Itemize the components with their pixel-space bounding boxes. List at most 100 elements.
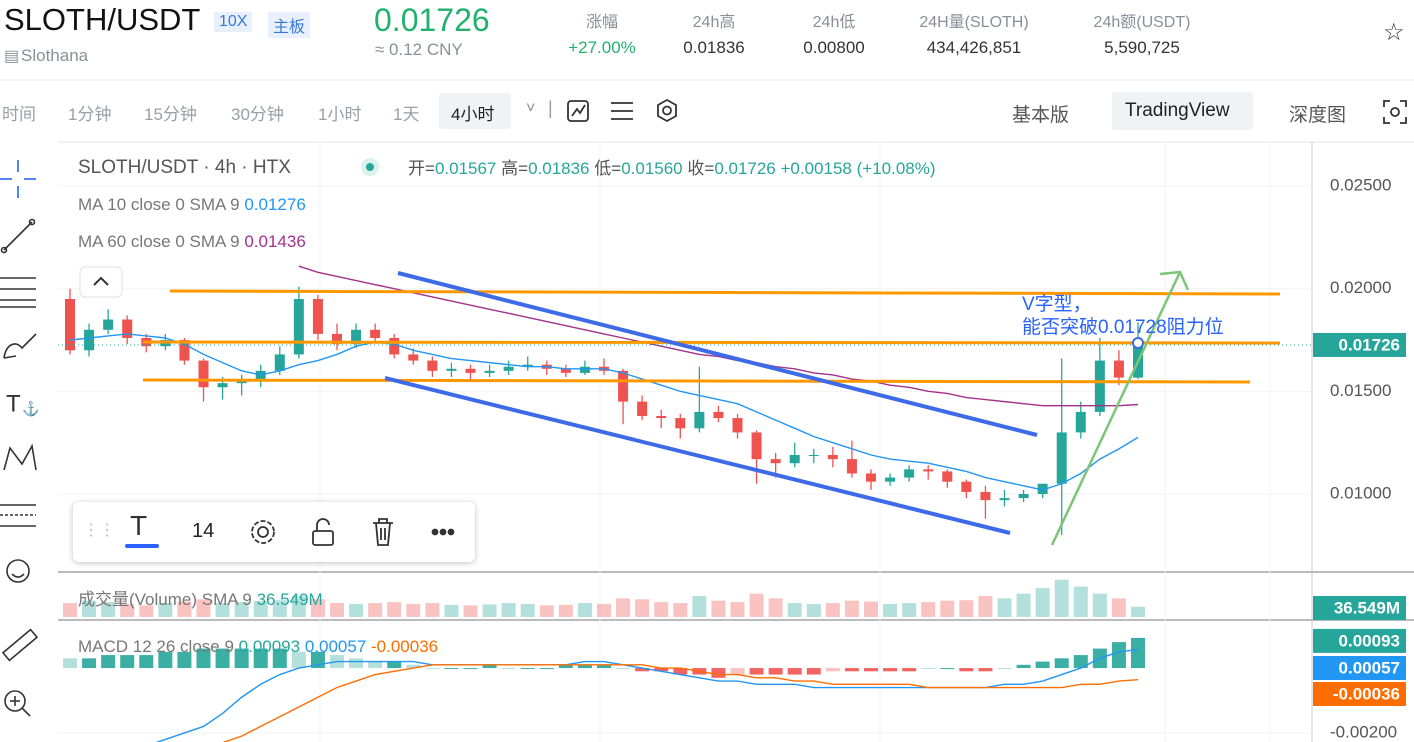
macd-bar: [825, 668, 840, 672]
view-tab[interactable]: 深度图: [1289, 105, 1347, 126]
macd-bar: [768, 668, 783, 675]
volume-bar: [330, 603, 344, 617]
interval[interactable]: 15分钟: [144, 105, 197, 124]
volume-bar: [558, 604, 573, 617]
ohlc-value: 0.01726: [714, 159, 775, 178]
interval[interactable]: 4小时: [451, 105, 495, 124]
volume-bar: [1016, 593, 1031, 617]
text-color-button[interactable]: T: [130, 510, 148, 541]
view-tab[interactable]: TradingView: [1125, 100, 1230, 121]
macd-bar: [730, 668, 745, 675]
candle-body: [427, 360, 438, 371]
settings-icon[interactable]: [657, 98, 677, 123]
macd-bar: [616, 668, 631, 670]
interval-dropdown[interactable]: ˅: [526, 100, 536, 117]
collapse-button[interactable]: [79, 266, 123, 298]
macd-hist-value: 0.00093: [239, 637, 300, 656]
chart-type-icon[interactable]: [567, 100, 589, 122]
support-line[interactable]: [142, 378, 1251, 384]
trend-arrow[interactable]: [1050, 270, 1190, 546]
delete-button[interactable]: [373, 518, 393, 546]
prediction-tool[interactable]: [0, 504, 36, 527]
brush-tool[interactable]: [3, 333, 37, 359]
macd-bar: [1054, 658, 1069, 669]
candle-body: [465, 368, 476, 373]
volume-bar: [1035, 588, 1050, 617]
y-tick-label: 0.01500: [1330, 381, 1391, 400]
annotation[interactable]: 能否突破0.01728阻力位: [1022, 316, 1224, 338]
interval[interactable]: 1小时: [318, 105, 362, 124]
more-button[interactable]: [431, 528, 455, 536]
candle-body: [980, 491, 991, 501]
text-tool[interactable]: T: [6, 390, 21, 417]
candle-body: [408, 354, 419, 361]
volume-bar: [215, 603, 230, 617]
macd-bar: [577, 664, 592, 669]
settings-button[interactable]: [251, 520, 275, 544]
volume-bar: [902, 603, 917, 617]
view-selected-bg: [1112, 92, 1253, 130]
channel-line[interactable]: [384, 376, 1011, 535]
last-price-tag-bg: [1313, 332, 1406, 357]
resistance-line[interactable]: [169, 289, 1281, 296]
lock-button[interactable]: [312, 518, 334, 546]
macd-bar: [997, 668, 1012, 670]
pattern-tool[interactable]: [3, 443, 37, 471]
resistance-line[interactable]: [142, 340, 1281, 345]
font-size[interactable]: 14: [192, 520, 215, 542]
text-tool[interactable]: ⚓: [22, 401, 39, 418]
interval[interactable]: 1分钟: [68, 105, 112, 124]
interval: 时间: [2, 105, 36, 124]
ohlc-label: 开=: [408, 159, 435, 178]
candle-body: [1075, 411, 1086, 433]
macd-bar: [234, 648, 249, 669]
macd-bar: [844, 668, 859, 672]
macd-bar: [959, 668, 974, 672]
view-tab[interactable]: 基本版: [1012, 105, 1070, 126]
fib-tool[interactable]: [0, 277, 36, 308]
drawing-toolbar: ⋮⋮ T 14: [73, 502, 475, 562]
vertical-grid: [319, 143, 1271, 742]
screenshot-icon[interactable]: [1382, 99, 1408, 125]
ohlc-legend: 开=0.01567 高=0.01836 低=0.01560 收=0.01726 …: [408, 159, 936, 178]
candle-body: [694, 411, 705, 429]
zoom-tool[interactable]: [4, 690, 31, 717]
candle-body: [751, 432, 762, 460]
volume-bar: [368, 603, 383, 617]
project-name[interactable]: Slothana: [21, 46, 89, 65]
favorite-star[interactable]: ☆: [1383, 19, 1405, 46]
annotation[interactable]: V字型，: [1022, 293, 1092, 315]
drag-handle[interactable]: ⋮⋮: [83, 522, 115, 539]
macd-bar: [215, 648, 230, 669]
macd-bar: [902, 668, 917, 672]
line-tool[interactable]: [0, 218, 36, 254]
volume-bar: [806, 603, 821, 617]
macd-bar: [940, 668, 955, 670]
volume-bar: [978, 596, 993, 617]
signal-value: -0.00036: [371, 637, 438, 656]
ohlc-label: 高=: [501, 159, 528, 178]
interval[interactable]: 30分钟: [231, 105, 284, 124]
candle-body: [370, 329, 381, 338]
macd-tag: 0.00057: [1339, 658, 1400, 677]
stat-value: 0.01836: [683, 38, 745, 57]
candle-body: [732, 418, 743, 433]
volume-bar: [635, 599, 650, 617]
ma-legend: MA 10 close 0 SMA 9 0.01276: [78, 195, 306, 214]
candle-body: [293, 299, 304, 355]
toolbar-separator: |: [548, 98, 553, 118]
macd-hist-tag-bg: [1313, 628, 1406, 653]
macd-bar: [272, 648, 287, 669]
anchor-point[interactable]: [1132, 337, 1144, 349]
crosshair-tool[interactable]: [0, 160, 36, 198]
ruler-tool[interactable]: [1, 628, 39, 662]
indicator-icon[interactable]: [611, 102, 633, 120]
volume-bar: [749, 593, 764, 617]
interval[interactable]: 1天: [393, 105, 420, 124]
channel-line[interactable]: [397, 271, 1038, 437]
candle-body: [885, 477, 896, 482]
macd-bar: [921, 668, 936, 670]
stat-label: 24h高: [692, 14, 736, 31]
emoji-tool[interactable]: [6, 559, 30, 583]
volume-bar: [616, 598, 631, 617]
